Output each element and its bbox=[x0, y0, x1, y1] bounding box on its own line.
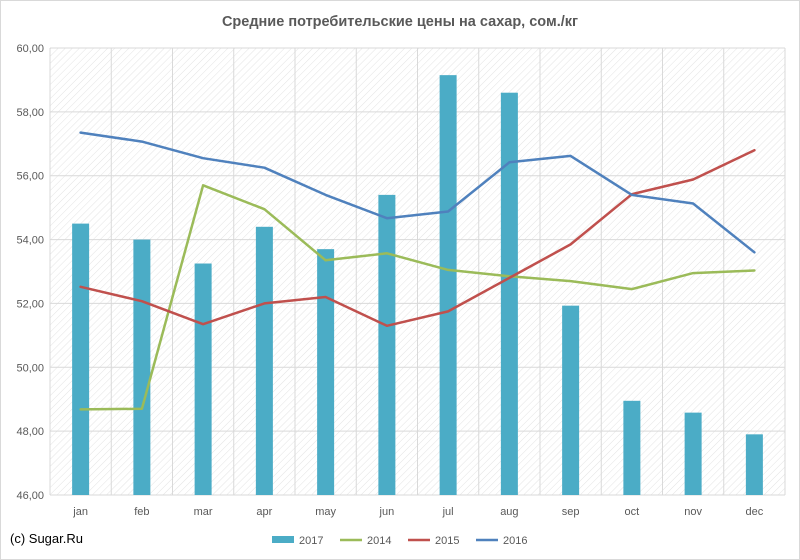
x-tick-label: apr bbox=[256, 506, 272, 518]
bar-2017-jan bbox=[72, 223, 90, 495]
x-tick-label: jan bbox=[72, 506, 88, 518]
y-tick-label: 52,00 bbox=[16, 298, 44, 310]
bar-2017-apr bbox=[255, 226, 273, 496]
y-tick-label: 50,00 bbox=[16, 362, 44, 374]
line-series-2015 bbox=[79, 148, 756, 328]
legend-label-2017: 2017 bbox=[299, 535, 323, 547]
bar-2017-oct bbox=[623, 400, 641, 495]
x-tick-label: mar bbox=[194, 506, 213, 518]
x-tick-label: feb bbox=[134, 506, 149, 518]
y-tick-label: 60,00 bbox=[16, 43, 44, 55]
legend-label-2016: 2016 bbox=[503, 535, 527, 547]
bar-2017-may bbox=[317, 249, 335, 495]
y-tick-label: 56,00 bbox=[16, 171, 44, 183]
y-tick-label: 58,00 bbox=[16, 107, 44, 119]
bar-2017-mar bbox=[194, 263, 212, 495]
x-tick-label: oct bbox=[625, 506, 640, 518]
y-tick-label: 54,00 bbox=[16, 235, 44, 247]
x-tick-label: sep bbox=[562, 506, 580, 518]
legend-label-2014: 2014 bbox=[367, 535, 391, 547]
y-tick-label: 48,00 bbox=[16, 426, 44, 438]
bar-2017-sep bbox=[562, 305, 580, 495]
bar-2017-nov bbox=[684, 412, 702, 495]
chart-title: Средние потребительские цены на сахар, с… bbox=[221, 14, 579, 30]
bar-2017-feb bbox=[133, 239, 151, 495]
line-series-2016 bbox=[79, 131, 756, 254]
line-series-2014 bbox=[79, 184, 756, 411]
bar-2017-jul bbox=[439, 75, 457, 495]
legend-swatch-2017 bbox=[272, 536, 294, 543]
bar-2017-aug bbox=[500, 92, 518, 495]
credit-text: (c) Sugar.Ru bbox=[10, 531, 83, 546]
bar-2017-dec bbox=[745, 434, 763, 495]
x-tick-label: nov bbox=[684, 506, 702, 518]
x-tick-label: dec bbox=[746, 506, 764, 518]
x-tick-label: aug bbox=[500, 506, 518, 518]
y-tick-label: 46,00 bbox=[16, 490, 44, 502]
bar-2017-jun bbox=[378, 194, 396, 495]
x-tick-label: jul bbox=[442, 506, 454, 518]
x-tick-label: may bbox=[315, 506, 336, 518]
x-tick-label: jun bbox=[379, 506, 395, 518]
legend-label-2015: 2015 bbox=[435, 535, 459, 547]
